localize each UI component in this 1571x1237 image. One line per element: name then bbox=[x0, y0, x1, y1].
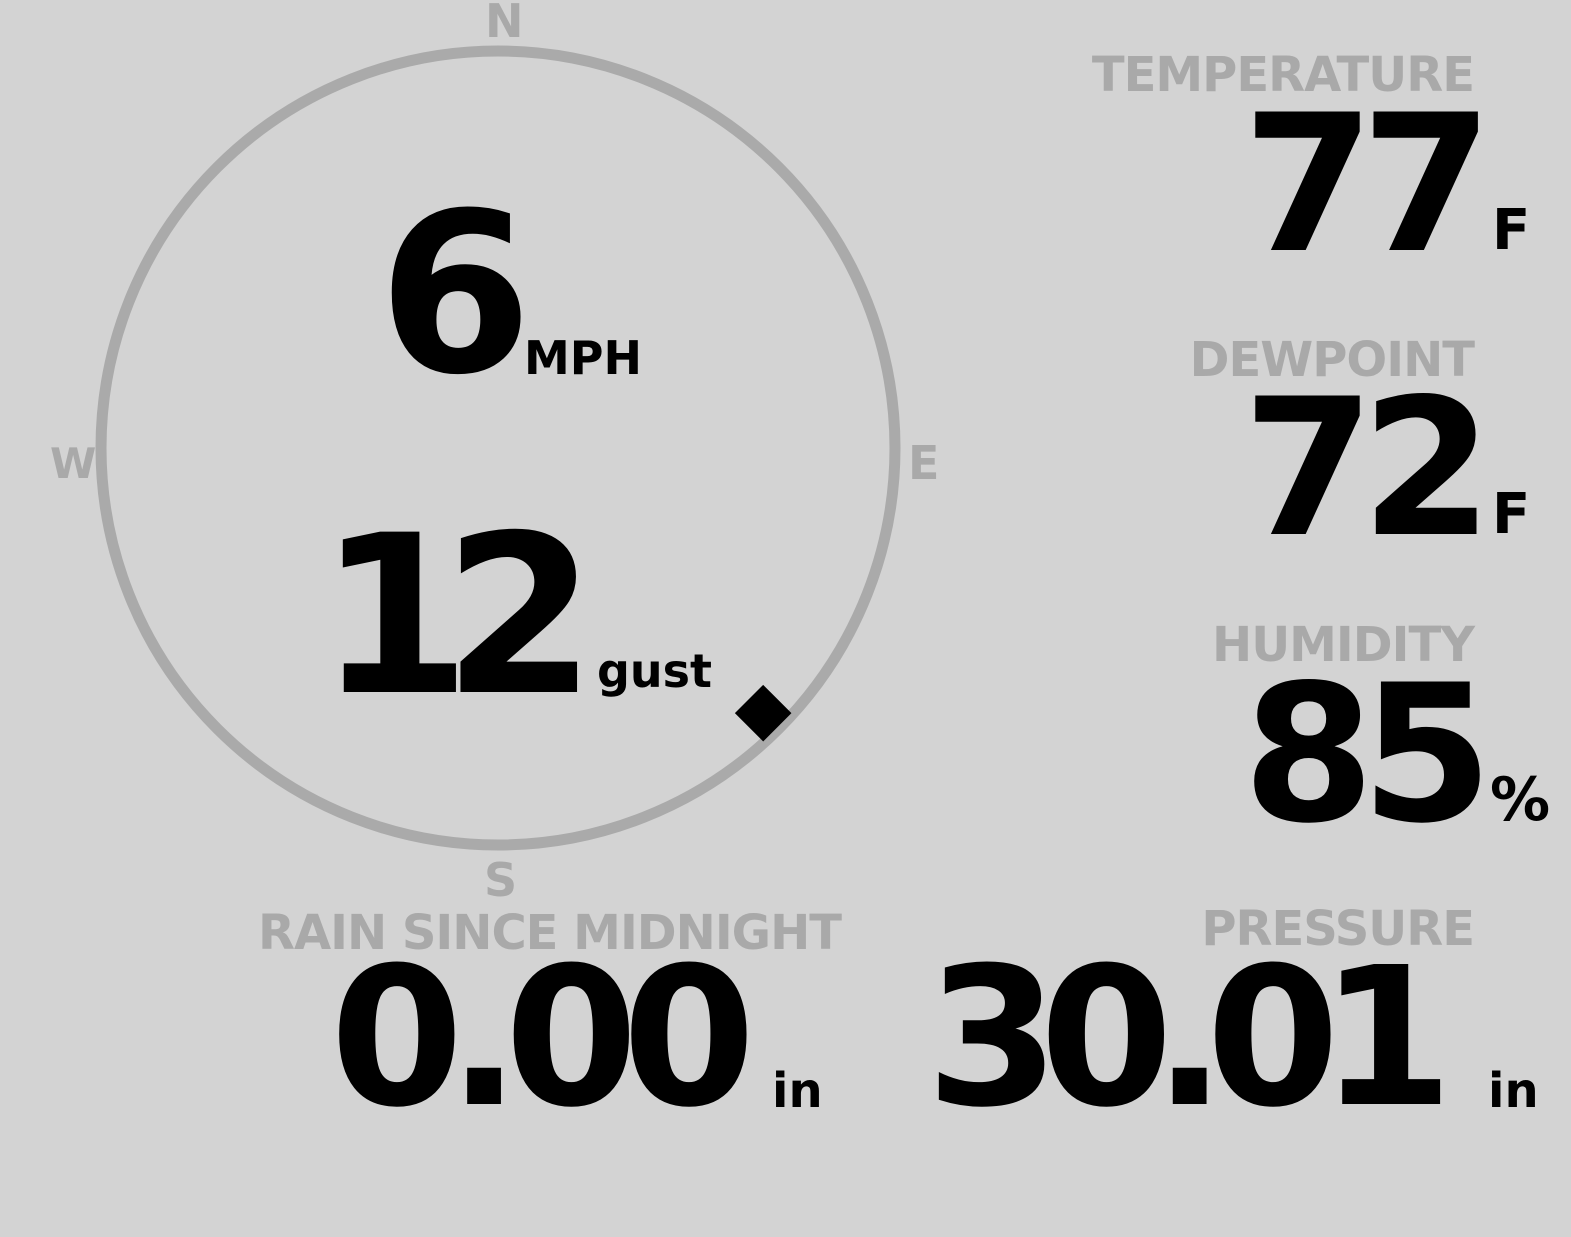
wind-speed-unit: MPH bbox=[524, 331, 642, 385]
compass-south-label: S bbox=[484, 853, 518, 907]
dewpoint-unit: F bbox=[1492, 482, 1531, 547]
humidity-label: HUMIDITY bbox=[1212, 617, 1475, 673]
compass-west-label: W bbox=[50, 439, 97, 488]
wind-gust-unit: gust bbox=[597, 644, 713, 698]
wind-direction-marker bbox=[734, 684, 792, 742]
pressure-value: 30.01 bbox=[926, 927, 1453, 1150]
temperature-label: TEMPERATURE bbox=[1091, 47, 1475, 103]
pressure-label: PRESSURE bbox=[1201, 901, 1475, 957]
humidity-unit: % bbox=[1490, 765, 1551, 835]
temperature-value: 77 bbox=[1242, 74, 1493, 295]
compass-ring bbox=[95, 45, 901, 851]
wind-gust-value: 12 bbox=[318, 488, 596, 744]
humidity-value: 85 bbox=[1242, 644, 1493, 865]
rain-label: RAIN SINCE MIDNIGHT bbox=[258, 905, 842, 961]
temperature-unit: F bbox=[1492, 198, 1531, 263]
wind-speed-value: 6 bbox=[378, 166, 533, 424]
dewpoint-value: 72 bbox=[1242, 358, 1493, 579]
rain-value: 0.00 bbox=[330, 927, 756, 1150]
dewpoint-label: DEWPOINT bbox=[1189, 332, 1475, 388]
rain-unit: in bbox=[772, 1063, 823, 1119]
compass-east-label: E bbox=[908, 436, 940, 490]
pressure-unit: in bbox=[1488, 1063, 1539, 1119]
compass-north-label: N bbox=[485, 0, 524, 48]
